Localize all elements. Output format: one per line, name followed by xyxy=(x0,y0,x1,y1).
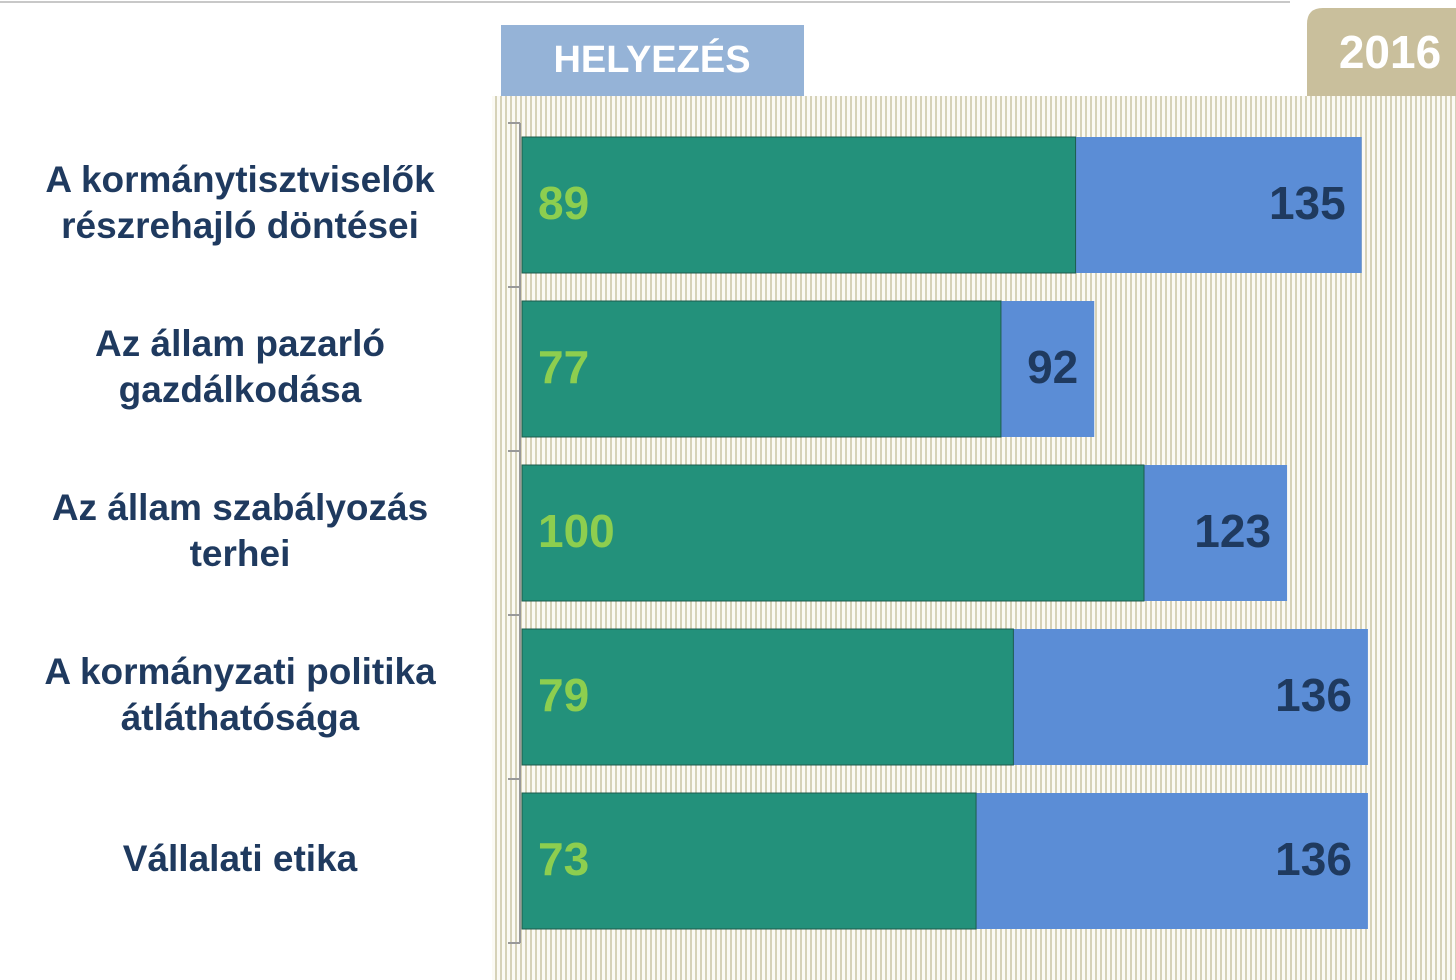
bar xyxy=(521,136,1077,274)
category-label: A kormányzati politika átláthatósága xyxy=(44,651,436,738)
bar xyxy=(521,792,977,930)
category-label-line: Az állam szabályozás xyxy=(52,487,428,528)
category-label: A kormánytisztviselők részrehajló döntése… xyxy=(45,159,435,246)
category-label: Az állam pazarló gazdálkodása xyxy=(95,323,385,410)
value-label: 136 xyxy=(1275,833,1352,885)
bar xyxy=(521,464,1145,602)
value-label: 123 xyxy=(1194,505,1271,557)
category-label-line: Az állam pazarló xyxy=(95,323,385,364)
value-label: 73 xyxy=(538,833,589,885)
bar xyxy=(521,628,1014,766)
category-label-line: gazdálkodása xyxy=(119,369,362,410)
category-label-line: Vállalati etika xyxy=(123,838,358,879)
bar xyxy=(521,300,1002,438)
value-label: 89 xyxy=(538,177,589,229)
value-label: 77 xyxy=(538,341,589,393)
header: HELYEZÉS xyxy=(553,37,750,81)
category-label: Az állam szabályozás terhei xyxy=(52,487,428,574)
category-label-line: terhei xyxy=(190,533,291,574)
category-label-line: átláthatósága xyxy=(121,697,360,738)
value-label: 92 xyxy=(1027,341,1078,393)
value-label: 135 xyxy=(1269,177,1346,229)
year-box xyxy=(1307,8,1456,96)
header-box xyxy=(501,25,804,96)
value-label: 79 xyxy=(538,669,589,721)
value-label: 100 xyxy=(538,505,615,557)
category-label: Vállalati etika xyxy=(123,838,358,879)
value-label: 136 xyxy=(1275,669,1352,721)
category-label-line: A kormányzati politika xyxy=(44,651,436,692)
category-label-line: részrehajló döntései xyxy=(61,205,419,246)
category-label-line: A kormánytisztviselők xyxy=(45,159,435,200)
year: 2016 xyxy=(1339,26,1441,78)
